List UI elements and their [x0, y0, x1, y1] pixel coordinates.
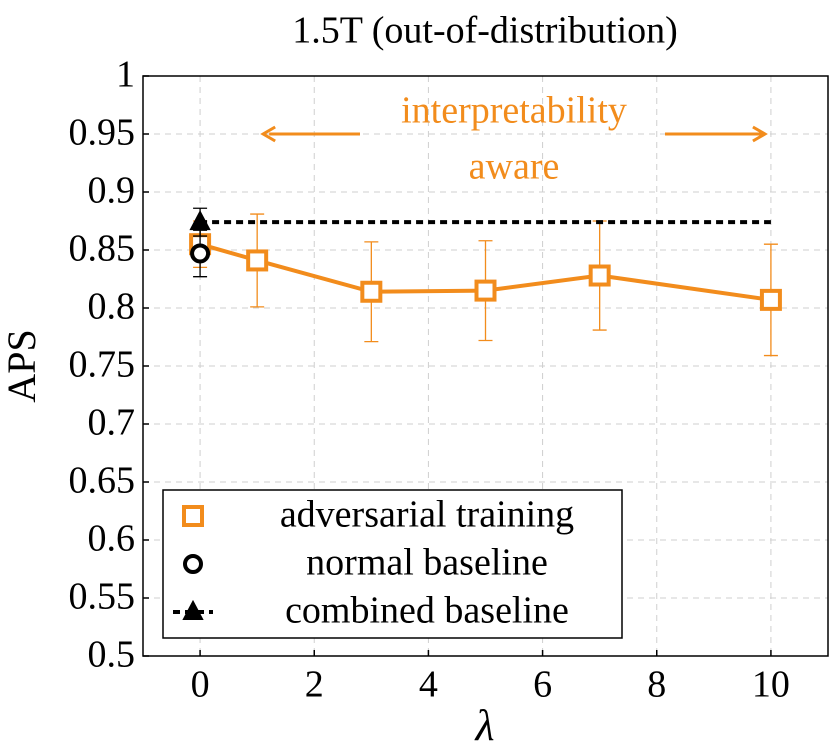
- annotation: interpretability: [401, 90, 627, 132]
- marker: [759, 288, 782, 311]
- y-tick-label: 0.8: [88, 286, 136, 328]
- legend-marker: [182, 599, 204, 620]
- x-axis-label: λ: [473, 701, 494, 750]
- marker: [360, 280, 383, 303]
- y-tick-label: 0.5: [88, 634, 136, 676]
- legend-label: adversarial training: [280, 494, 574, 536]
- marker: [474, 279, 497, 302]
- marker: [190, 243, 211, 264]
- marker: [189, 210, 211, 231]
- legend-label: combined baseline: [285, 590, 569, 632]
- plot-frame: [142, 75, 829, 657]
- y-tick-label: 0.55: [69, 576, 136, 618]
- y-tick-label: 0.9: [88, 170, 136, 212]
- annotation-arrowhead: [752, 125, 768, 143]
- chart-title: 1.5T (out-of-distribution): [292, 10, 678, 52]
- y-tick-label: 0.65: [69, 460, 136, 502]
- x-tick-label: 8: [647, 664, 666, 706]
- y-tick-label: 0.7: [88, 402, 136, 444]
- y-tick-label: 0.85: [69, 228, 136, 270]
- x-tick-label: 0: [191, 664, 210, 706]
- annotation-arrowhead: [260, 125, 276, 143]
- annotation: aware: [469, 146, 560, 188]
- y-tick-label: 0.6: [88, 518, 136, 560]
- y-tick-label: 1: [116, 54, 135, 96]
- x-tick-label: 6: [533, 664, 552, 706]
- y-tick-label: 0.75: [69, 344, 136, 386]
- legend-marker: [183, 554, 203, 574]
- legend-frame: [162, 489, 623, 639]
- marker: [588, 264, 611, 287]
- x-tick-label: 2: [305, 664, 324, 706]
- legend-label: normal baseline: [306, 542, 548, 584]
- y-tick-label: 0.95: [69, 112, 136, 154]
- x-tick-label: 4: [419, 664, 438, 706]
- legend: adversarial training normal baseline combi…: [162, 489, 623, 639]
- marker: [246, 249, 269, 272]
- legend-marker: [182, 505, 204, 527]
- y-axis-label: APS: [0, 329, 44, 402]
- x-tick-label: 10: [752, 664, 790, 706]
